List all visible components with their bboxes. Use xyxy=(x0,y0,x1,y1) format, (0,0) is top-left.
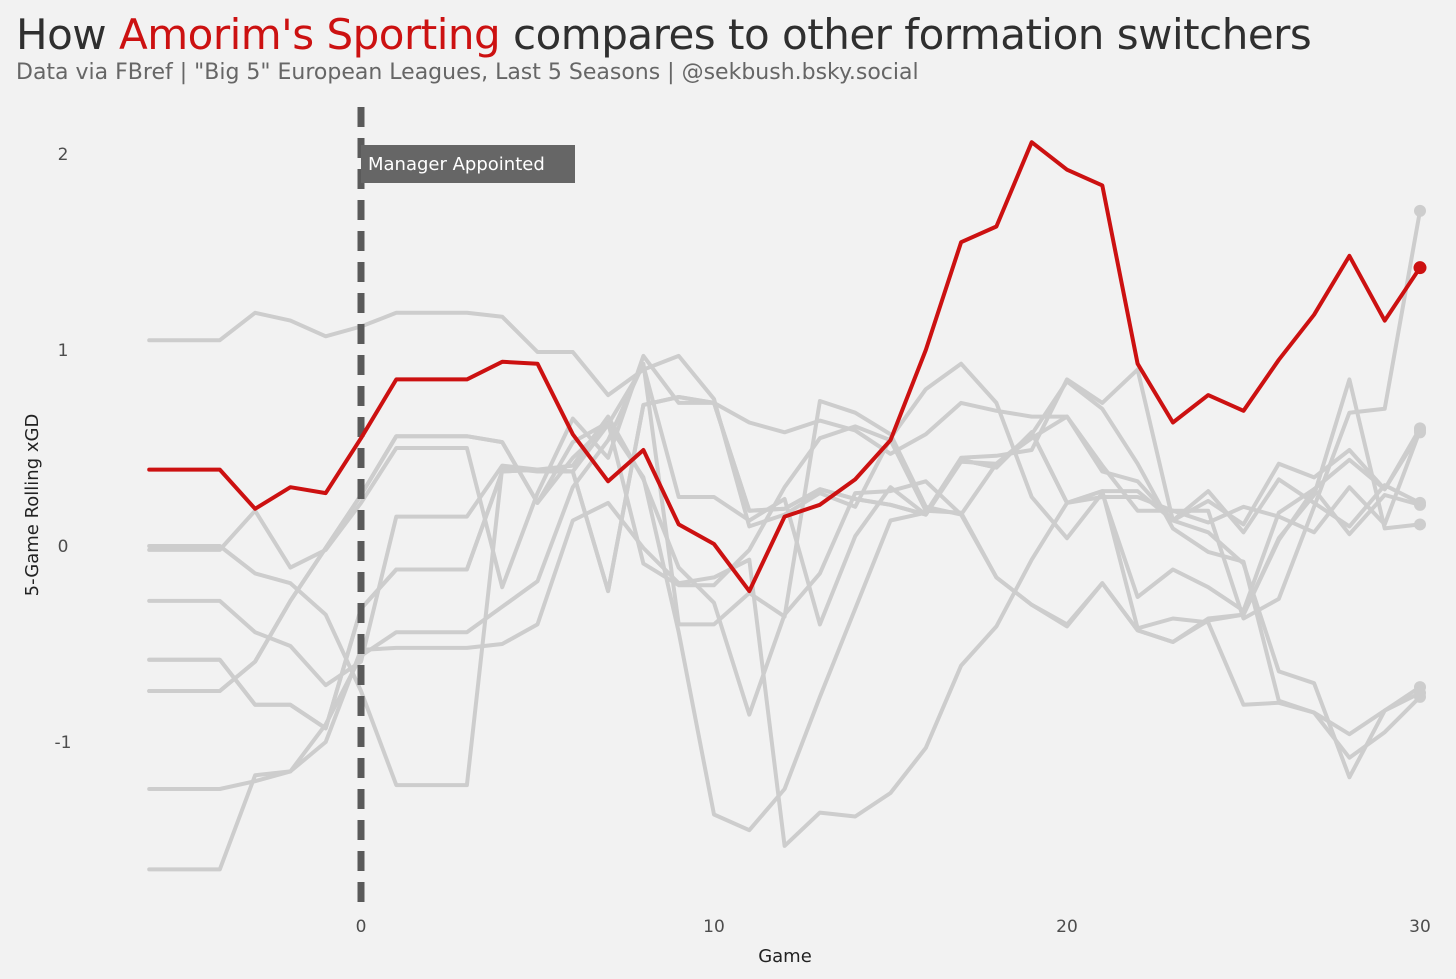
x-tick-label: 10 xyxy=(703,917,725,937)
chart-title-highlight: Amorim's Sporting xyxy=(118,10,501,59)
background-series-endpoint-8 xyxy=(1414,204,1426,217)
background-series-endpoint-6 xyxy=(1414,498,1426,511)
x-tick-label: 0 xyxy=(356,917,367,937)
background-series-line-8 xyxy=(147,208,1422,872)
manager-appointed-marker: Manager Appointed xyxy=(357,107,575,910)
y-tick-label: 0 xyxy=(58,537,69,557)
background-series-line-1 xyxy=(147,310,1422,613)
chart-title-prefix: How xyxy=(16,10,119,59)
x-axis-ticks: 0 10 20 30 xyxy=(356,917,1431,937)
y-axis-label: 5-Game Rolling xGD xyxy=(22,414,43,597)
highlight-series-endpoint xyxy=(1413,261,1427,275)
background-series-endpoint-7 xyxy=(1414,518,1426,531)
highlight-series-line xyxy=(147,140,1422,594)
y-axis-ticks: -1 0 1 2 xyxy=(55,145,72,753)
chart-title: How Amorim's Sporting compares to other … xyxy=(16,10,1312,59)
background-series-endpoint-10 xyxy=(1414,687,1426,699)
background-series-line-3 xyxy=(147,353,1422,590)
background-series-line-2 xyxy=(147,367,1422,833)
x-tick-label: 30 xyxy=(1409,917,1431,937)
y-tick-label: -1 xyxy=(55,733,72,753)
y-tick-label: 1 xyxy=(58,341,69,361)
manager-appointed-label-box xyxy=(361,145,575,183)
x-axis-label: Game xyxy=(758,946,812,967)
highlight-series-group xyxy=(147,140,1427,594)
background-series-line-10 xyxy=(147,395,1422,737)
chart-subtitle: Data via FBref | "Big 5" European League… xyxy=(16,60,919,85)
x-tick-label: 20 xyxy=(1056,917,1078,937)
chart-title-suffix: compares to other formation switchers xyxy=(500,10,1312,59)
background-series-endpoint-4 xyxy=(1414,424,1426,437)
background-series-group xyxy=(147,204,1426,872)
y-tick-label: 2 xyxy=(58,145,69,165)
manager-appointed-label: Manager Appointed xyxy=(368,154,545,175)
